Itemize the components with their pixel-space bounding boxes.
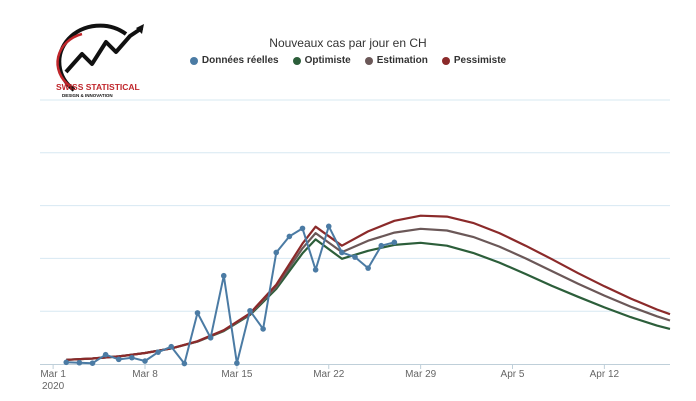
x-tick-label-2: Mar 15 bbox=[221, 369, 253, 380]
grid-layer bbox=[40, 99, 670, 312]
legend-item-3[interactable]: Pessimiste bbox=[441, 55, 507, 66]
data-point-7[interactable] bbox=[155, 349, 161, 355]
legend-label-1: Optimiste bbox=[304, 55, 351, 66]
logo-text-line1: SWISS STATISTICAL bbox=[56, 82, 140, 92]
data-point-1[interactable] bbox=[76, 359, 83, 366]
swiss-statistical-logo: SWISS STATISTICAL DESIGN & INNOVATION bbox=[56, 23, 144, 98]
data-point-22[interactable] bbox=[352, 254, 358, 260]
chart-title: Nouveaux cas par jour en CH bbox=[269, 36, 427, 50]
legend-marker-2 bbox=[364, 56, 373, 65]
data-point-0[interactable] bbox=[63, 359, 70, 366]
data-point-3[interactable] bbox=[102, 351, 109, 358]
legend-label-2: Estimation bbox=[376, 55, 428, 66]
legend-item-2[interactable]: Estimation bbox=[364, 55, 428, 66]
series-0[interactable] bbox=[63, 223, 398, 367]
legend-label-0: Données réelles bbox=[201, 55, 279, 66]
series-2[interactable] bbox=[66, 227, 671, 361]
series-line-1 bbox=[66, 238, 671, 361]
series-layer bbox=[63, 214, 671, 367]
x-tick-label-5: Apr 5 bbox=[501, 369, 525, 380]
series-line-3 bbox=[66, 214, 671, 361]
data-point-18[interactable] bbox=[299, 225, 306, 232]
legend-marker-1 bbox=[292, 56, 301, 65]
data-point-8[interactable] bbox=[168, 343, 175, 350]
x-year-label: 2020 bbox=[42, 381, 65, 392]
x-tick-label-1: Mar 8 bbox=[132, 369, 158, 380]
data-point-5[interactable] bbox=[129, 354, 135, 361]
data-point-11[interactable] bbox=[207, 335, 214, 341]
data-point-17[interactable] bbox=[286, 233, 293, 240]
legend-item-0[interactable]: Données réelles bbox=[189, 55, 279, 66]
data-point-12[interactable] bbox=[220, 272, 227, 279]
series-line-2 bbox=[66, 227, 671, 361]
data-point-25[interactable] bbox=[391, 239, 398, 246]
series-3[interactable] bbox=[66, 214, 671, 361]
data-point-13[interactable] bbox=[234, 360, 240, 366]
x-tick-label-0: Mar 1 bbox=[40, 369, 66, 380]
data-point-21[interactable] bbox=[339, 249, 345, 256]
legend-marker-3 bbox=[441, 56, 450, 65]
data-point-14[interactable] bbox=[247, 307, 253, 314]
data-point-24[interactable] bbox=[378, 242, 385, 249]
data-point-19[interactable] bbox=[312, 267, 319, 273]
data-point-9[interactable] bbox=[181, 360, 188, 367]
logo-text-line2: DESIGN & INNOVATION bbox=[62, 93, 113, 98]
legend-marker-0 bbox=[189, 56, 198, 65]
data-point-16[interactable] bbox=[273, 249, 280, 256]
x-tick-label-6: Apr 12 bbox=[590, 369, 620, 380]
data-point-23[interactable] bbox=[365, 265, 371, 271]
data-point-15[interactable] bbox=[260, 326, 266, 332]
legend-label-3: Pessimiste bbox=[453, 55, 507, 66]
x-tick-label-3: Mar 22 bbox=[313, 369, 345, 380]
chart-legend: Données réelles Optimiste Estimation Pessim… bbox=[0, 55, 696, 66]
legend-item-1[interactable]: Optimiste bbox=[292, 55, 351, 66]
x-tick-label-4: Mar 29 bbox=[405, 369, 437, 380]
series-line-0 bbox=[66, 225, 395, 365]
data-point-2[interactable] bbox=[89, 360, 96, 366]
data-point-4[interactable] bbox=[115, 356, 122, 363]
data-point-6[interactable] bbox=[142, 358, 148, 364]
data-point-10[interactable] bbox=[194, 310, 201, 316]
data-point-20[interactable] bbox=[325, 223, 332, 230]
series-1[interactable] bbox=[66, 238, 671, 361]
